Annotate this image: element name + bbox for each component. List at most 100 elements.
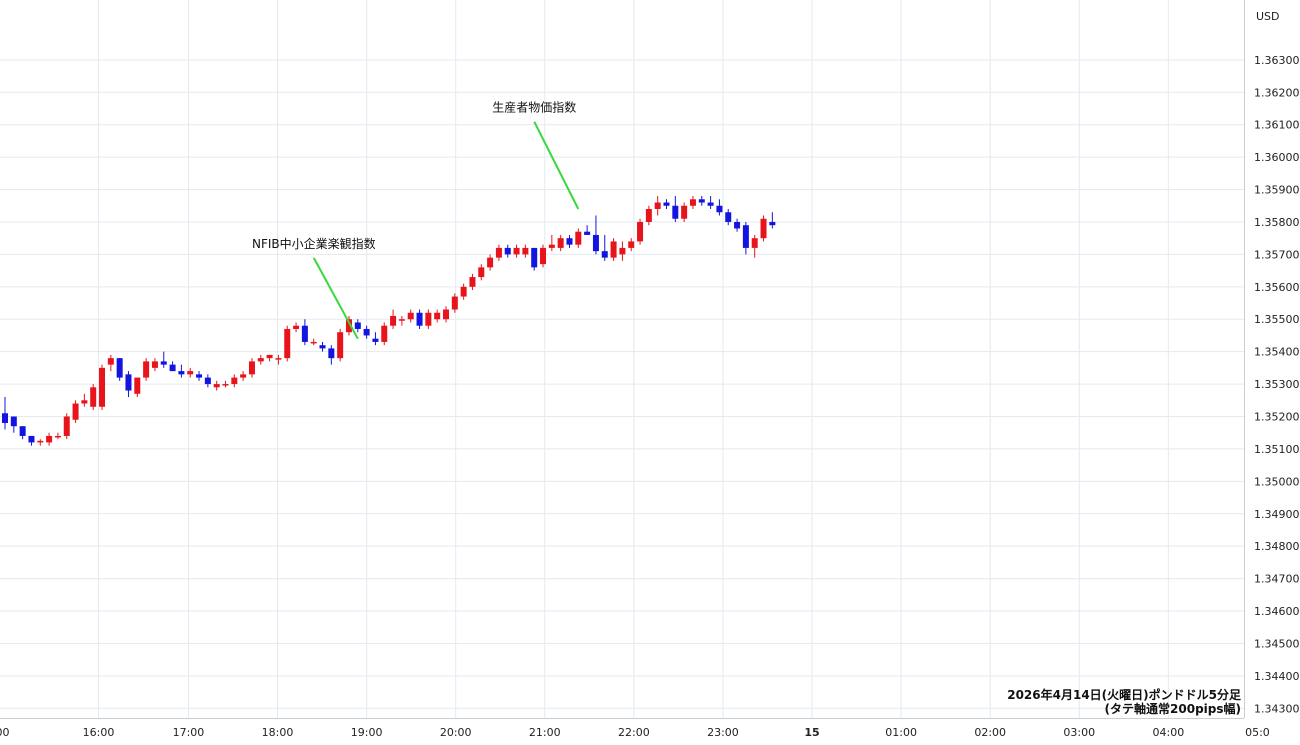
candle-body <box>725 212 732 222</box>
candle-body <box>734 221 741 229</box>
candle-body <box>540 247 547 265</box>
candle-body <box>204 377 211 385</box>
annotation-line <box>533 121 580 210</box>
candle-body <box>301 325 308 342</box>
candle-body <box>487 257 494 268</box>
candle-body <box>451 296 458 310</box>
candle-body <box>760 218 767 239</box>
candle-body <box>469 277 476 287</box>
candle <box>116 358 123 381</box>
candle <box>204 374 211 388</box>
candle-body <box>72 403 79 420</box>
y-tick-label: 1.35000 <box>1254 475 1300 488</box>
candle-body <box>345 319 352 333</box>
candle-body <box>707 202 714 206</box>
candle-body <box>169 364 176 372</box>
candle-body <box>407 312 414 320</box>
candle-body <box>275 358 282 360</box>
candle <box>451 293 458 313</box>
candle <box>734 218 741 232</box>
candle <box>672 196 679 222</box>
candle <box>63 413 70 440</box>
candle-body <box>28 435 35 443</box>
candle-body <box>248 361 255 375</box>
candle-body <box>716 205 723 213</box>
candle-body <box>425 312 432 326</box>
candle-body <box>531 247 538 268</box>
x-tick-label: 16:00 <box>83 726 115 739</box>
x-tick-label: 20:00 <box>440 726 472 739</box>
candle-body <box>742 225 749 248</box>
candle-body <box>99 367 106 407</box>
candle <box>213 380 220 391</box>
chart-caption-line1: 2026年4月14日(火曜日)ポンドドル5分足 <box>1007 687 1241 702</box>
candle-body <box>116 358 123 378</box>
candle-body <box>310 341 317 344</box>
candle <box>37 439 44 446</box>
x-tick-label: 21:00 <box>529 726 561 739</box>
candle-body <box>398 319 405 321</box>
candle <box>469 273 476 291</box>
candle <box>28 435 35 446</box>
candle <box>301 319 308 346</box>
candle-body <box>328 348 335 359</box>
price-axis-panel <box>1244 0 1300 745</box>
y-tick-label: 1.35900 <box>1254 184 1300 197</box>
candle <box>99 364 106 411</box>
y-tick-label: 1.35600 <box>1254 281 1300 294</box>
candle <box>769 212 776 229</box>
candle-body <box>90 387 97 407</box>
candle-body <box>231 377 238 385</box>
candle <box>125 371 132 398</box>
candle <box>434 309 441 323</box>
x-tick-label: 05:0 <box>1245 726 1270 739</box>
candle-body <box>769 221 776 226</box>
time-ticks: :00 16:00 17:00 18:00 19:00 20:00 21:00 22:00 23… <box>0 726 1270 739</box>
candle-body <box>19 426 26 436</box>
candle-body <box>160 361 167 365</box>
candle-body <box>196 374 203 378</box>
candle-body <box>557 238 564 248</box>
y-tick-label: 1.34300 <box>1254 702 1300 715</box>
candle-body <box>107 358 114 365</box>
candle-body <box>63 416 70 436</box>
candle-body <box>672 205 679 219</box>
candle-body <box>54 435 61 438</box>
candle-body <box>293 325 300 329</box>
y-tick-label: 1.34700 <box>1254 573 1300 586</box>
candle <box>592 215 599 255</box>
candle-body <box>628 241 635 248</box>
candle-body <box>637 221 644 242</box>
candle <box>222 380 229 388</box>
y-tick-label: 1.35100 <box>1254 443 1300 456</box>
time-axis-panel <box>0 718 1300 745</box>
y-tick-label: 1.36100 <box>1254 119 1300 132</box>
candle-body <box>372 338 379 342</box>
candle-body <box>434 312 441 320</box>
candle <box>513 244 520 258</box>
candle <box>266 354 273 362</box>
candle <box>416 309 423 329</box>
candle-body <box>266 354 273 359</box>
x-tick-label: 02:00 <box>974 726 1006 739</box>
candle <box>575 228 582 248</box>
candle <box>619 241 626 261</box>
candle <box>363 325 370 339</box>
candle <box>372 332 379 346</box>
x-tick-label: 03:00 <box>1063 726 1095 739</box>
candle <box>10 416 17 433</box>
y-tick-label: 1.36000 <box>1254 151 1300 164</box>
candle-body <box>495 247 502 258</box>
candle <box>2 397 8 430</box>
candle <box>487 254 494 271</box>
candle-body <box>575 231 582 245</box>
x-tick-label: 18:00 <box>262 726 294 739</box>
annotation-label: 生産者物価指数 <box>492 100 576 115</box>
candle <box>460 283 467 300</box>
candle-body <box>81 400 88 404</box>
candle <box>240 371 247 381</box>
candle <box>707 196 714 210</box>
candle <box>231 374 238 388</box>
candle <box>540 244 547 268</box>
candle-body <box>134 377 141 394</box>
